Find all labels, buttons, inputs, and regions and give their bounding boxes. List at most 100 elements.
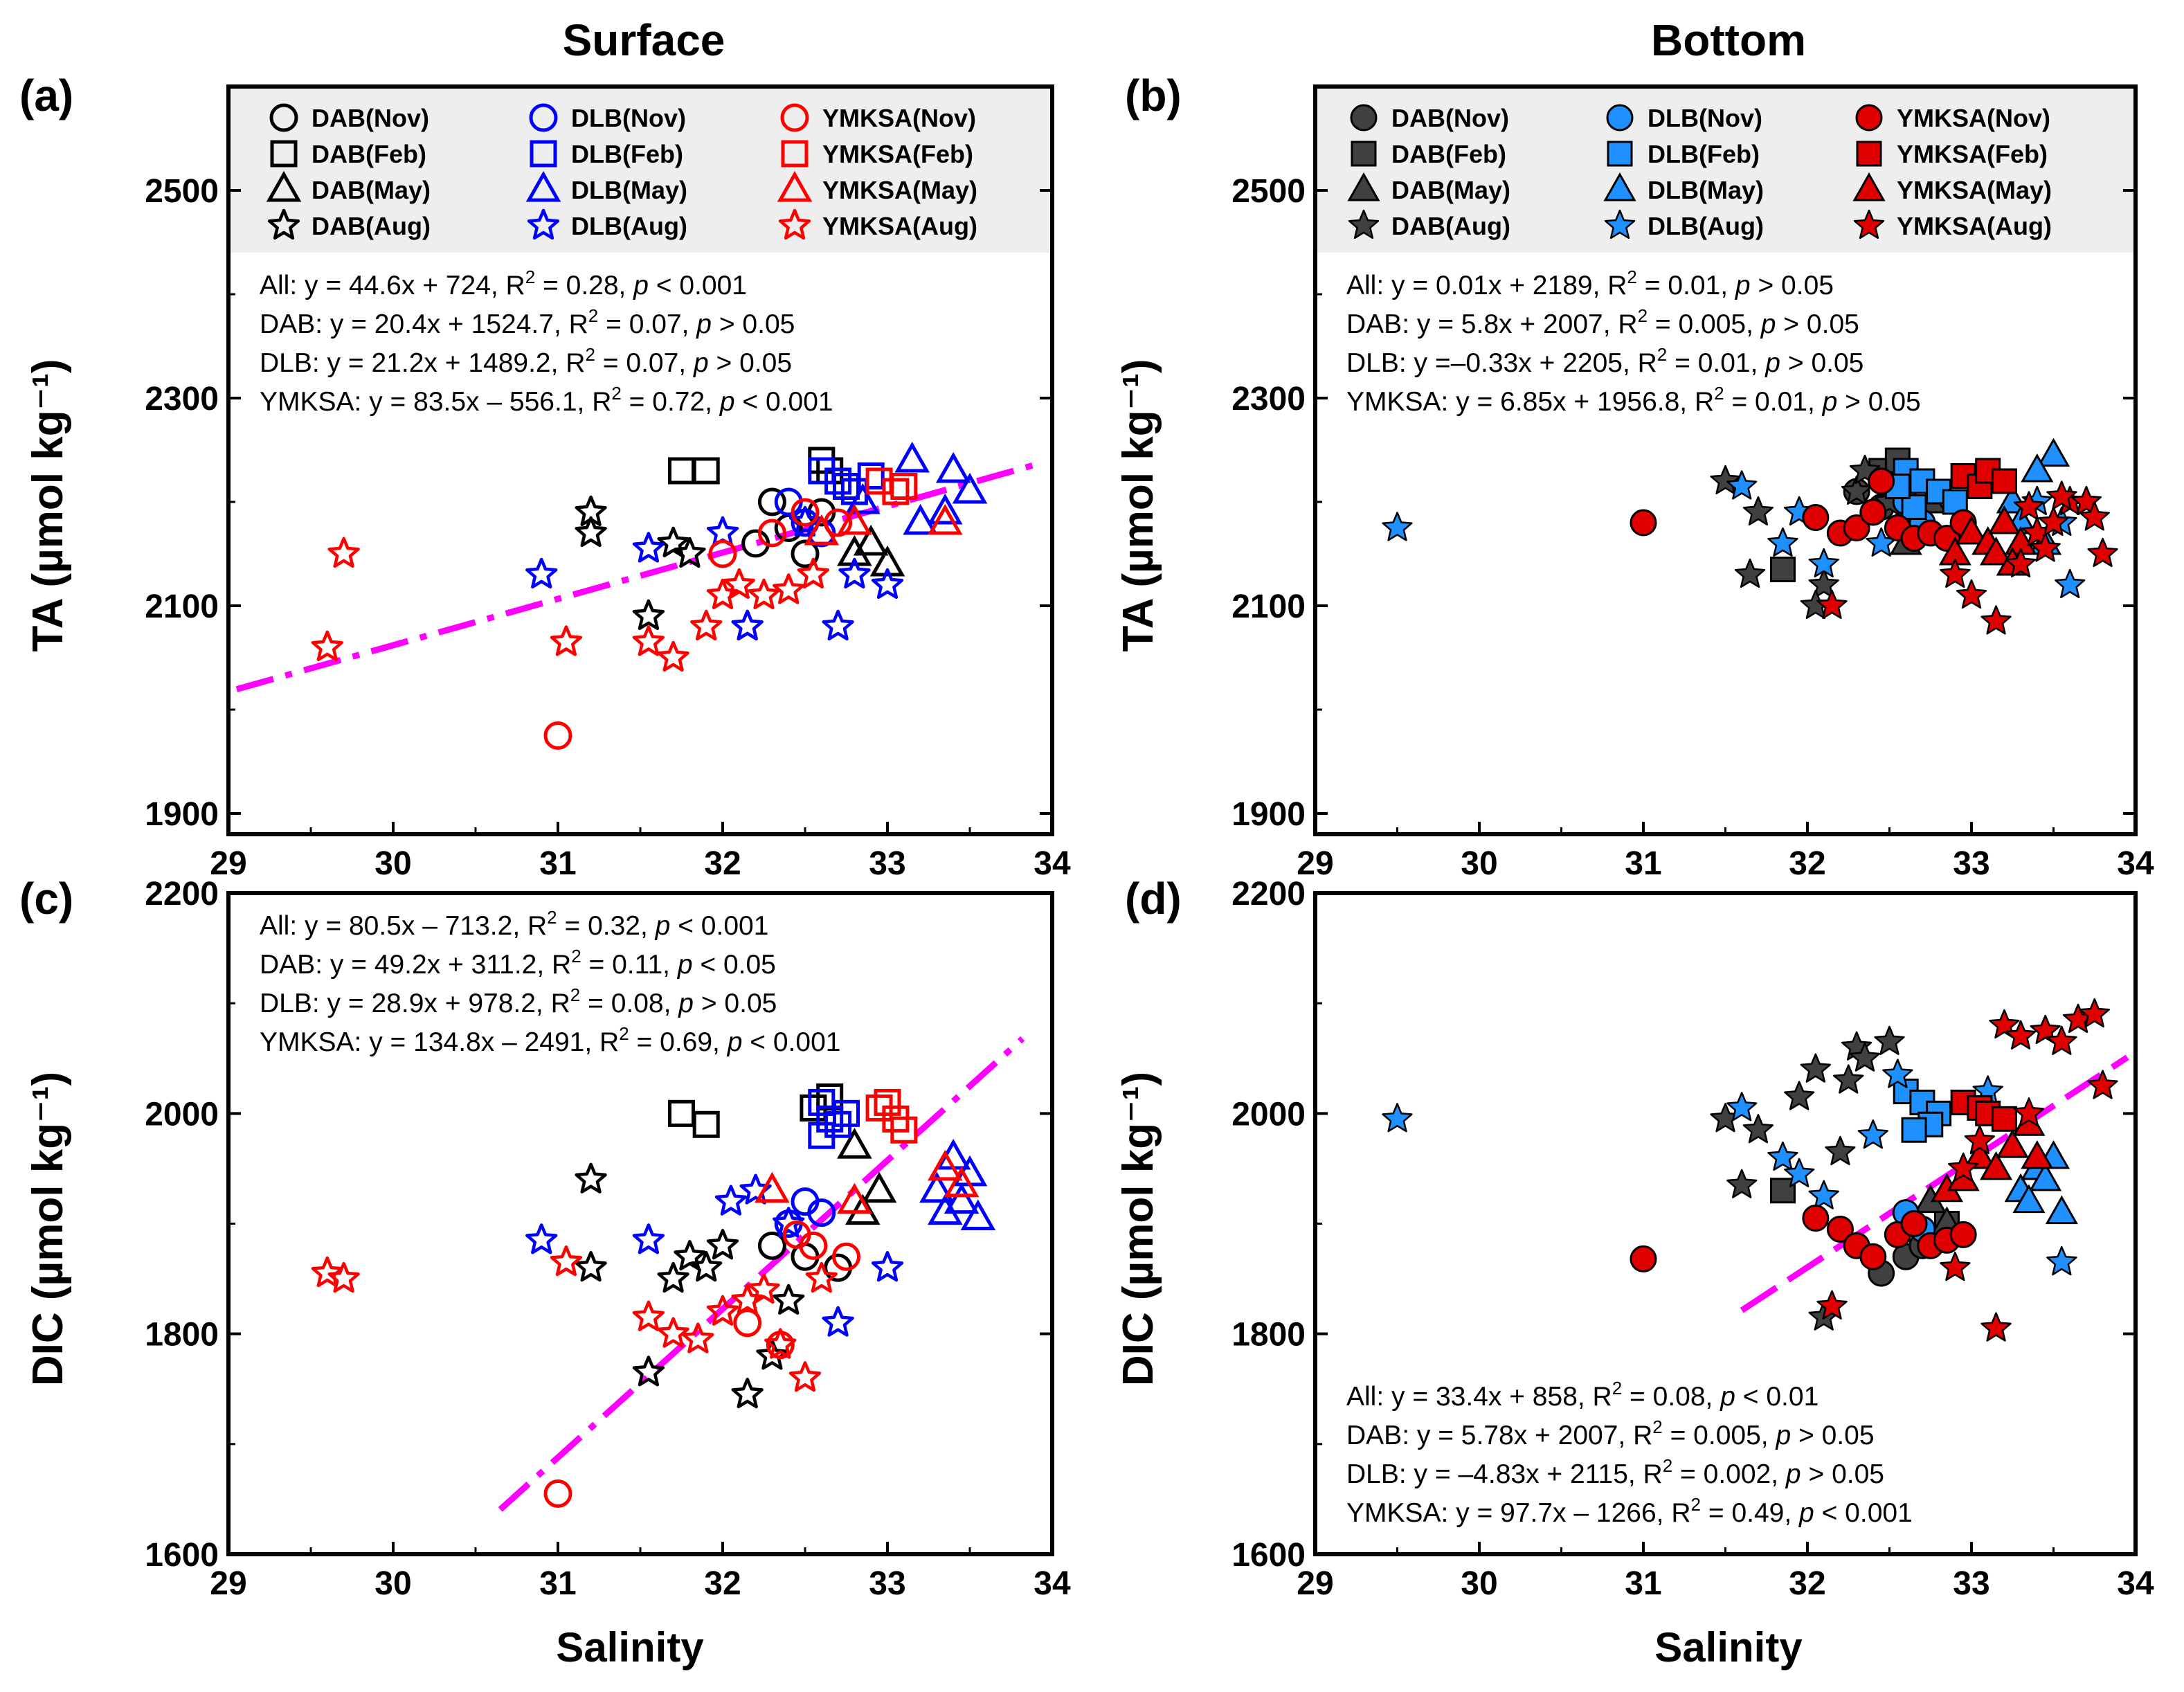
- legend-label-dlb-feb: DLB(Feb): [1648, 140, 1760, 168]
- point-ymksa-feb: [1991, 1106, 2017, 1132]
- panel-d: 29 30 31 32 33 34 1600 1800 2000 2200 All: y = 33.…: [1231, 876, 2154, 1602]
- point-ymksa-aug: [2030, 532, 2061, 562]
- regression-equation: All: y = 44.6x + 724, R2 = 0.28, p < 0.0…: [260, 267, 747, 300]
- regression-line: [1740, 1054, 2129, 1313]
- legend-marker-dab-feb: [270, 140, 298, 168]
- point-ymksa-aug: [2038, 506, 2069, 537]
- point-dab-aug: [1783, 1081, 1815, 1110]
- legend-label-ymksa-feb: YMKSA(Feb): [822, 140, 973, 168]
- plot-area: [235, 441, 1045, 750]
- point-dab-feb: [668, 1099, 695, 1127]
- point-ymksa-may: [837, 503, 872, 535]
- point-ymksa-nov: [1802, 1205, 1830, 1232]
- x-tick-label: 32: [704, 1565, 741, 1602]
- y-tick-label: 2000: [145, 1096, 219, 1133]
- plot-area: [1382, 438, 2118, 635]
- legend-label-ymksa-feb: YMKSA(Feb): [1897, 140, 2048, 168]
- point-dlb-aug: [1726, 470, 1758, 500]
- column-title-bottom: Bottom: [1651, 15, 1806, 65]
- legend-label-ymksa-may: YMKSA(May): [1897, 176, 2052, 204]
- point-ymksa-aug: [1947, 1152, 1979, 1182]
- point-ymksa-aug: [327, 1261, 360, 1293]
- y-tick-label: 1800: [145, 1317, 219, 1353]
- y-tick-label: 1600: [145, 1537, 219, 1574]
- point-dab-aug: [706, 1229, 739, 1260]
- point-ymksa-nov: [791, 498, 820, 527]
- regression-equation: YMKSA: y = 6.85x + 1956.8, R2 = 0.01, p …: [1346, 383, 1921, 417]
- panel-tag-d: (d): [1125, 874, 1182, 924]
- point-ymksa-aug: [2013, 491, 2045, 521]
- legend-label-dlb-may: DLB(May): [1648, 176, 1764, 204]
- point-dlb-aug: [1857, 1119, 1888, 1149]
- legend-label-dab-nov: DAB(Nov): [1391, 104, 1509, 132]
- point-ymksa-feb: [890, 1116, 918, 1144]
- point-dlb-aug: [1808, 1180, 1839, 1209]
- regression-equation: YMKSA: y = 83.5x – 556.1, R2 = 0.72, p <…: [260, 383, 833, 417]
- y-tick-label: 1900: [145, 796, 219, 833]
- y-axis-title-dic-bottom: DIC (µmol kg⁻¹): [1114, 1072, 1162, 1386]
- panel-c: 29 30 31 32 33 34 1600 1800 2000 2200 All: y = 80.…: [145, 876, 1071, 1602]
- point-dlb-may: [935, 451, 971, 483]
- legend-label-ymksa-aug: YMKSA(Aug): [822, 212, 977, 240]
- regression-equation: DAB: y = 5.8x + 2007, R2 = 0.005, p > 0.…: [1346, 305, 1859, 339]
- x-tick-label: 33: [1953, 1565, 1989, 1602]
- point-ymksa-may: [1955, 515, 1988, 545]
- point-ymksa-may: [1963, 1140, 1996, 1169]
- point-ymksa-nov: [543, 721, 572, 750]
- point-ymksa-aug: [2046, 480, 2077, 510]
- point-ymksa-aug: [731, 1284, 764, 1315]
- point-dlb-aug: [773, 1207, 805, 1238]
- point-ymksa-may: [837, 1182, 872, 1214]
- point-dab-aug: [575, 516, 607, 548]
- point-ymksa-nov: [1900, 1210, 1928, 1237]
- point-dlb-aug: [731, 609, 764, 641]
- point-ymksa-aug: [1816, 589, 1848, 620]
- point-ymksa-may: [2021, 1140, 2054, 1169]
- point-dab-aug: [1742, 1113, 1774, 1144]
- x-tick-label: 33: [869, 845, 905, 882]
- point-dlb-aug: [632, 1223, 665, 1254]
- y-axis-title-ta-bottom: TA (µmol kg⁻¹): [1114, 359, 1162, 651]
- point-ymksa-nov: [1859, 498, 1887, 526]
- point-ymksa-aug: [2079, 501, 2110, 531]
- point-dab-feb: [692, 457, 720, 485]
- point-ymksa-aug: [2005, 548, 2037, 578]
- x-axis-title-surface: Salinity: [556, 1624, 704, 1671]
- point-dlb-may: [2029, 1162, 2062, 1191]
- point-ymksa-may: [1979, 536, 2013, 566]
- x-tick-label: 34: [1034, 845, 1071, 882]
- point-ymksa-nov: [708, 539, 737, 568]
- legend-marker-dlb-aug: [1604, 209, 1636, 240]
- point-dlb-aug: [1382, 512, 1413, 541]
- point-dlb-feb: [808, 1122, 836, 1149]
- point-dab-feb: [668, 457, 695, 485]
- y-tick-label: 2200: [1231, 876, 1306, 912]
- point-dlb-aug: [2046, 1245, 2077, 1276]
- legend-marker-ymksa-may: [777, 170, 813, 202]
- point-dlb-aug: [1783, 1158, 1815, 1187]
- legend-marker-dlb-feb: [1607, 141, 1633, 167]
- legend-marker-ymksa-may: [1852, 172, 1886, 201]
- point-dab-aug: [657, 526, 689, 558]
- point-dab-aug: [657, 1261, 689, 1293]
- point-ymksa-aug: [723, 568, 755, 600]
- point-dlb-aug: [1726, 1092, 1758, 1122]
- point-dab-may: [837, 1128, 872, 1159]
- regression-equation: DLB: y = 21.2x + 1489.2, R2 = 0.07, p > …: [260, 344, 792, 378]
- x-tick-label: 31: [539, 1565, 576, 1602]
- point-ymksa-feb: [1991, 468, 2017, 494]
- point-ymksa-aug: [1956, 579, 1987, 609]
- point-ymksa-aug: [805, 1261, 838, 1293]
- legend-label-dlb-aug: DLB(Aug): [571, 212, 687, 240]
- point-dab-aug: [575, 1162, 607, 1194]
- point-ymksa-aug: [1980, 605, 2012, 635]
- regression-equation: All: y = 0.01x + 2189, R2 = 0.01, p > 0.…: [1346, 267, 1834, 300]
- point-ymksa-nov: [1843, 514, 1870, 541]
- point-ymksa-nov: [757, 519, 786, 548]
- point-dlb-aug: [1882, 1059, 1913, 1088]
- point-ymksa-aug: [657, 640, 689, 672]
- point-ymksa-aug: [550, 625, 583, 656]
- regression-equation: DLB: y =–0.33x + 2205, R2 = 0.01, p > 0.…: [1346, 344, 1863, 378]
- point-dab-may: [837, 534, 872, 566]
